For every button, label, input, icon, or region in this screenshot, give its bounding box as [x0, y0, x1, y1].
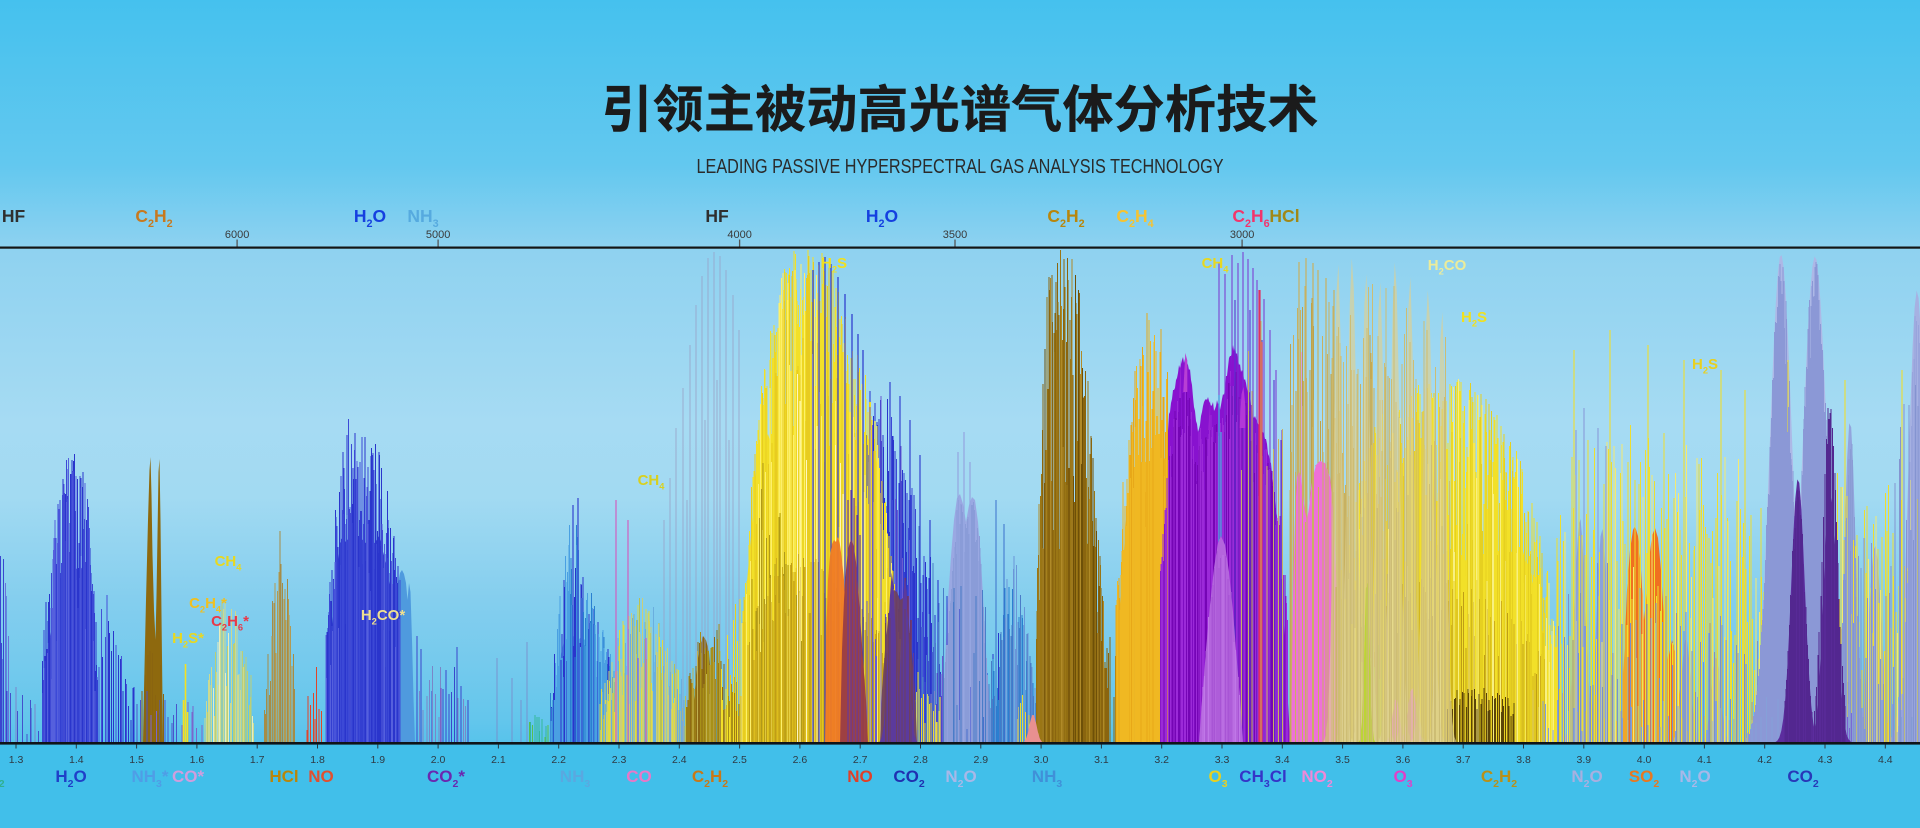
svg-text:4000: 4000	[727, 229, 751, 241]
svg-text:NH3: NH3	[407, 206, 438, 230]
svg-text:HCl: HCl	[1269, 206, 1299, 226]
svg-text:2.4: 2.4	[672, 754, 687, 766]
svg-text:CO*: CO*	[172, 767, 205, 786]
svg-text:N2O: N2O	[1571, 767, 1602, 790]
svg-text:H2O: H2O	[866, 206, 898, 230]
svg-text:O3: O3	[1208, 767, 1227, 790]
svg-text:3.1: 3.1	[1094, 754, 1109, 766]
svg-text:CH3Cl: CH3Cl	[1239, 767, 1286, 790]
svg-text:2.9: 2.9	[973, 754, 988, 766]
svg-text:4.3: 4.3	[1818, 754, 1833, 766]
svg-text:5000: 5000	[426, 229, 450, 241]
svg-text:H2CO: H2CO	[1428, 257, 1467, 277]
svg-text:LEADING PASSIVE HYPERSPECTRAL: LEADING PASSIVE HYPERSPECTRAL GAS ANALYS…	[697, 155, 1224, 178]
svg-text:3.2: 3.2	[1154, 754, 1169, 766]
svg-text:NH3: NH3	[560, 767, 591, 790]
svg-text:4.2: 4.2	[1757, 754, 1772, 766]
svg-text:2.0: 2.0	[431, 754, 446, 766]
svg-text:3.7: 3.7	[1456, 754, 1471, 766]
svg-text:SO2: SO2	[1629, 767, 1660, 790]
svg-text:O3: O3	[1393, 767, 1412, 790]
svg-text:CH4: CH4	[638, 472, 666, 492]
svg-text:2.5: 2.5	[732, 754, 747, 766]
svg-text:CO: CO	[626, 767, 652, 786]
svg-text:1.9: 1.9	[370, 754, 385, 766]
svg-text:H2S: H2S	[821, 255, 847, 275]
svg-text:N2O: N2O	[945, 767, 976, 790]
svg-text:1.3: 1.3	[9, 754, 24, 766]
svg-text:4.1: 4.1	[1697, 754, 1712, 766]
svg-text:2.2: 2.2	[551, 754, 566, 766]
svg-text:C2H4: C2H4	[1116, 206, 1153, 230]
svg-text:H2O: H2O	[55, 767, 86, 790]
svg-text:CO2: CO2	[893, 767, 925, 790]
svg-text:C2H6: C2H6	[1232, 206, 1269, 230]
svg-text:H2O: H2O	[354, 206, 386, 230]
svg-text:N2O: N2O	[1679, 767, 1710, 790]
svg-text:3500: 3500	[943, 229, 967, 241]
svg-text:CH4: CH4	[215, 553, 243, 573]
svg-text:H2CO*: H2CO*	[361, 607, 406, 627]
svg-text:1.7: 1.7	[250, 754, 265, 766]
svg-text:NO: NO	[847, 767, 873, 786]
svg-text:1.6: 1.6	[190, 754, 205, 766]
svg-text:CO2*: CO2*	[427, 767, 465, 790]
svg-text:HF: HF	[705, 206, 729, 226]
svg-text:3.0: 3.0	[1034, 754, 1049, 766]
svg-text:NO2: NO2	[1301, 767, 1333, 790]
svg-text:2.3: 2.3	[612, 754, 627, 766]
svg-text:C2H6*: C2H6*	[211, 613, 249, 633]
svg-text:C2H2: C2H2	[692, 767, 728, 790]
svg-text:NH3: NH3	[1032, 767, 1063, 790]
svg-text:3.9: 3.9	[1576, 754, 1591, 766]
svg-text:H2S: H2S	[1461, 309, 1487, 329]
svg-text:NO: NO	[308, 767, 334, 786]
svg-text:HCl: HCl	[269, 767, 298, 786]
svg-text:H2S*: H2S*	[172, 630, 204, 650]
svg-text:3.6: 3.6	[1396, 754, 1411, 766]
svg-text:2.1: 2.1	[491, 754, 506, 766]
svg-text:C2H2: C2H2	[1047, 206, 1084, 230]
svg-text:2.8: 2.8	[913, 754, 928, 766]
svg-text:2.6: 2.6	[793, 754, 808, 766]
svg-text:CH4: CH4	[1202, 255, 1230, 275]
svg-text:3.5: 3.5	[1335, 754, 1350, 766]
svg-text:NH3*: NH3*	[131, 767, 168, 790]
svg-text:1.5: 1.5	[129, 754, 144, 766]
svg-text:2.7: 2.7	[853, 754, 868, 766]
svg-text:H2S: H2S	[1692, 356, 1718, 376]
svg-text:1.8: 1.8	[310, 754, 325, 766]
svg-text:CO2: CO2	[1787, 767, 1819, 790]
svg-text:HF: HF	[2, 206, 26, 226]
svg-text:1.4: 1.4	[69, 754, 84, 766]
svg-text:3000: 3000	[1230, 229, 1254, 241]
svg-text:6000: 6000	[225, 229, 249, 241]
svg-text:O2: O2	[0, 767, 5, 790]
svg-text:3.4: 3.4	[1275, 754, 1290, 766]
svg-text:C2H4*: C2H4*	[189, 595, 227, 615]
svg-text:4.0: 4.0	[1637, 754, 1652, 766]
svg-text:3.3: 3.3	[1215, 754, 1230, 766]
svg-text:C2H2: C2H2	[135, 206, 172, 230]
svg-text:4.4: 4.4	[1878, 754, 1893, 766]
svg-text:3.8: 3.8	[1516, 754, 1531, 766]
svg-text:C2H2: C2H2	[1481, 767, 1517, 790]
